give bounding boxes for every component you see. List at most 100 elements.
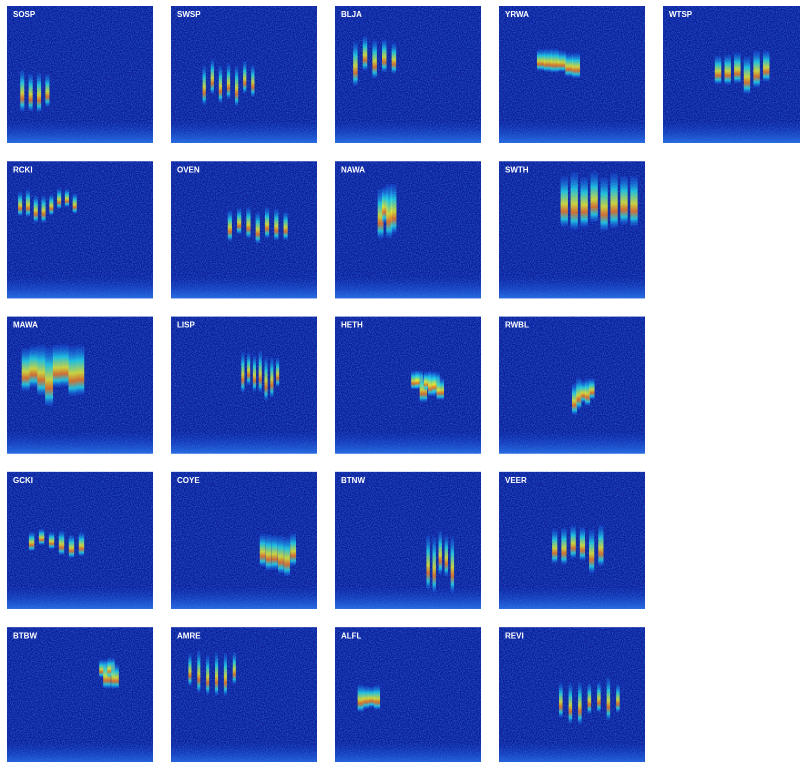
song-streak xyxy=(558,51,566,72)
panel-label: MAWA xyxy=(13,321,38,330)
song-streak xyxy=(369,687,375,708)
panel-floor xyxy=(171,432,317,454)
panel-label: SWTH xyxy=(505,165,529,174)
song-streak xyxy=(227,63,230,99)
spectrogram-panel: BTBW xyxy=(7,627,153,762)
song-streak xyxy=(372,40,376,78)
song-streak xyxy=(392,43,396,74)
panel-label: BTNW xyxy=(341,476,365,485)
spectrogram-panel: BTNW xyxy=(335,472,481,609)
song-streak xyxy=(561,528,566,565)
song-streak xyxy=(589,529,594,573)
song-streak xyxy=(600,177,607,231)
spectrogram-panel: ALFL xyxy=(335,627,481,762)
panel-label: COYE xyxy=(177,476,200,485)
song-streak xyxy=(224,653,227,696)
song-streak xyxy=(219,65,222,103)
panel-label: OVEN xyxy=(177,165,200,174)
song-streak xyxy=(572,383,577,415)
song-streak xyxy=(565,53,573,77)
song-streak xyxy=(439,531,442,575)
panel-label: SOSP xyxy=(13,10,36,19)
spectrogram-panel: BLJA xyxy=(335,6,481,143)
spectrogram-panel: OVEN xyxy=(171,161,317,298)
spectrogram-panel: LISP xyxy=(171,317,317,454)
song-streak xyxy=(37,73,41,112)
song-streak xyxy=(29,73,33,111)
song-streak xyxy=(445,535,448,576)
song-streak xyxy=(243,61,246,93)
spectrogram-panel: AMRE xyxy=(171,627,317,762)
panel-label: LISP xyxy=(177,321,195,330)
song-streak xyxy=(616,684,620,713)
song-streak xyxy=(374,685,380,710)
panel-label: RWBL xyxy=(505,321,529,330)
song-streak xyxy=(61,344,69,386)
song-streak xyxy=(715,56,721,85)
song-streak xyxy=(432,537,435,593)
song-streak xyxy=(426,535,429,590)
song-streak xyxy=(241,352,244,393)
song-streak xyxy=(264,356,267,400)
song-streak xyxy=(45,347,53,406)
song-streak xyxy=(22,348,30,391)
panel-floor xyxy=(335,121,481,143)
spectrogram-panel: RWBL xyxy=(499,317,645,454)
panel-floor xyxy=(499,276,645,298)
song-streak xyxy=(451,536,454,592)
spectrogram-panel: COYE xyxy=(171,472,317,609)
song-streak xyxy=(607,677,611,720)
panel-floor xyxy=(171,276,317,298)
song-streak xyxy=(53,345,61,388)
panel-label: WTSP xyxy=(669,10,693,19)
song-streak xyxy=(274,209,278,241)
panel-floor xyxy=(663,121,800,143)
song-streak xyxy=(278,536,284,574)
song-streak xyxy=(30,346,38,387)
song-streak xyxy=(571,525,576,558)
panel-label: GCKI xyxy=(13,476,33,485)
page: {"rows": [ ["SOSP", "SWSP", "BLJA", "YRW… xyxy=(0,0,800,762)
song-streak xyxy=(581,177,588,227)
panel-floor xyxy=(171,587,317,609)
song-streak xyxy=(391,184,397,234)
song-streak xyxy=(253,355,256,391)
song-streak xyxy=(763,50,769,81)
song-streak xyxy=(34,195,38,222)
panel-label: SWSP xyxy=(177,10,201,19)
spectrogram-panel: NAWA xyxy=(335,161,481,298)
song-streak xyxy=(59,531,64,556)
song-streak xyxy=(266,534,272,570)
song-streak xyxy=(228,210,232,241)
song-streak xyxy=(358,684,364,712)
panel-label: HETH xyxy=(341,321,363,330)
song-streak xyxy=(203,65,206,105)
panel-label: REVI xyxy=(505,631,524,640)
song-streak xyxy=(68,346,76,396)
song-streak xyxy=(585,378,590,405)
song-streak xyxy=(284,537,290,577)
song-streak xyxy=(581,381,586,403)
spectrogram-panel: RCKI xyxy=(7,161,153,298)
panel-floor xyxy=(7,432,153,454)
song-streak xyxy=(734,53,740,84)
song-streak xyxy=(45,74,49,107)
song-streak xyxy=(246,207,250,238)
figure: SOSP SWSP BLJAYRWA WTSP RCKI OVEN NAWA SWTH MAWA… xyxy=(0,0,800,762)
song-streak xyxy=(188,653,191,686)
song-streak xyxy=(572,53,580,78)
song-streak xyxy=(73,193,77,213)
panel-floor xyxy=(7,587,153,609)
song-streak xyxy=(569,683,573,724)
song-streak xyxy=(590,172,597,222)
song-streak xyxy=(630,176,637,227)
spectrogram-panel: GCKI xyxy=(7,472,153,609)
spectrogram-panel: WTSP xyxy=(663,6,800,143)
song-streak xyxy=(29,532,34,551)
panel-floor xyxy=(335,742,481,762)
song-streak xyxy=(561,176,568,226)
spectrogram-panel: YRWA xyxy=(499,6,645,143)
song-streak xyxy=(753,51,759,88)
song-streak xyxy=(270,357,273,398)
panel-label: AMRE xyxy=(177,631,201,640)
